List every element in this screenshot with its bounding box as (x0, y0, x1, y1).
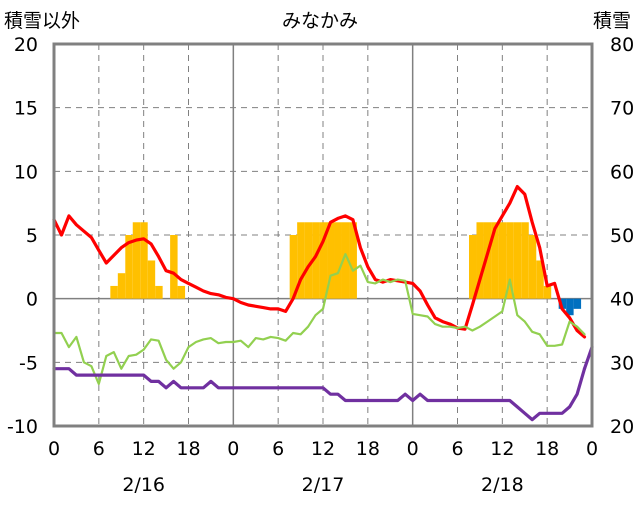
series-line (52, 185, 587, 339)
bar (513, 222, 522, 299)
bar (521, 222, 529, 299)
right-tick-label: 40 (610, 289, 634, 311)
bar (498, 222, 507, 299)
bar (297, 222, 305, 299)
chart-title: みなかみ (282, 10, 358, 32)
bar (312, 222, 320, 299)
bar (327, 222, 335, 299)
bar (349, 222, 357, 299)
labels: みなかみ 積雪以外 積雪 20151050-5-1080706050403020… (4, 10, 634, 496)
x-tick-label: 0 (586, 438, 598, 460)
left-tick-label: 10 (14, 161, 38, 183)
bar (319, 222, 328, 299)
series-line (52, 253, 586, 386)
bars (110, 222, 582, 316)
series-line (52, 367, 587, 422)
left-tick-label: -5 (19, 352, 38, 374)
frame (52, 42, 594, 428)
left-tick-label: -10 (7, 416, 38, 438)
x-tick-label: 12 (311, 438, 335, 460)
bar (491, 222, 499, 299)
bar (177, 285, 186, 299)
x-tick-label: 12 (132, 438, 156, 460)
bar (341, 222, 350, 299)
bar (304, 222, 313, 299)
left-axis-label: 積雪以外 (4, 10, 80, 32)
bar (573, 298, 582, 309)
right-tick-label: 60 (610, 161, 634, 183)
x-tick-label: 6 (272, 438, 284, 460)
x-tick-label: 18 (176, 438, 200, 460)
date-label: 2/16 (122, 474, 165, 496)
plot-frame (52, 42, 594, 428)
bar (155, 285, 163, 299)
bar (528, 235, 537, 299)
bar (140, 222, 148, 299)
bar (334, 222, 342, 299)
bar (117, 273, 126, 299)
bar (132, 222, 141, 299)
lines (52, 185, 594, 422)
bar (110, 285, 118, 299)
bar (543, 285, 552, 299)
x-tick-label: 6 (451, 438, 463, 460)
right-tick-label: 70 (610, 98, 634, 120)
left-tick-label: 5 (26, 225, 38, 247)
bar (469, 235, 477, 299)
bar (483, 222, 492, 299)
bar (170, 235, 178, 299)
right-tick-label: 30 (610, 352, 634, 374)
x-tick-label: 18 (535, 438, 559, 460)
bar (289, 235, 298, 299)
bar (558, 298, 567, 309)
left-tick-label: 15 (14, 98, 38, 120)
x-tick-label: 0 (407, 438, 419, 460)
bar (506, 222, 514, 299)
left-tick-label: 20 (14, 34, 38, 56)
right-axis-label: 積雪 (593, 10, 631, 32)
left-tick-label: 0 (26, 289, 38, 311)
x-tick-label: 0 (48, 438, 60, 460)
bar (536, 260, 544, 299)
date-label: 2/18 (481, 474, 524, 496)
right-tick-label: 50 (610, 225, 634, 247)
bar (476, 222, 484, 299)
x-tick-label: 12 (490, 438, 514, 460)
date-label: 2/17 (302, 474, 345, 496)
bar (566, 298, 574, 316)
x-tick-label: 0 (227, 438, 239, 460)
x-tick-label: 18 (356, 438, 380, 460)
x-tick-label: 6 (93, 438, 105, 460)
right-tick-label: 20 (610, 416, 634, 438)
bar (147, 260, 156, 299)
bar (125, 235, 133, 299)
right-tick-label: 80 (610, 34, 634, 56)
